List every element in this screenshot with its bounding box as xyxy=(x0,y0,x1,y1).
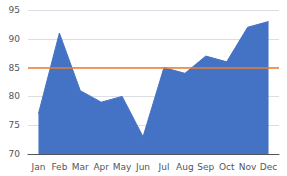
svg-text:Sep: Sep xyxy=(197,162,214,172)
svg-text:Jul: Jul xyxy=(158,162,170,172)
svg-text:Dec: Dec xyxy=(260,162,277,172)
svg-text:95: 95 xyxy=(9,5,20,15)
svg-text:May: May xyxy=(113,162,132,172)
svg-text:Mar: Mar xyxy=(72,162,89,172)
svg-text:Aug: Aug xyxy=(176,162,194,172)
svg-text:Nov: Nov xyxy=(239,162,257,172)
svg-text:Jan: Jan xyxy=(31,162,46,172)
svg-text:Apr: Apr xyxy=(93,162,109,172)
svg-text:Feb: Feb xyxy=(51,162,67,172)
svg-text:Jun: Jun xyxy=(135,162,150,172)
svg-text:70: 70 xyxy=(9,149,21,159)
svg-text:80: 80 xyxy=(9,91,21,101)
svg-text:85: 85 xyxy=(9,63,20,73)
svg-text:Oct: Oct xyxy=(219,162,235,172)
svg-text:90: 90 xyxy=(9,34,21,44)
svg-text:75: 75 xyxy=(9,120,20,130)
